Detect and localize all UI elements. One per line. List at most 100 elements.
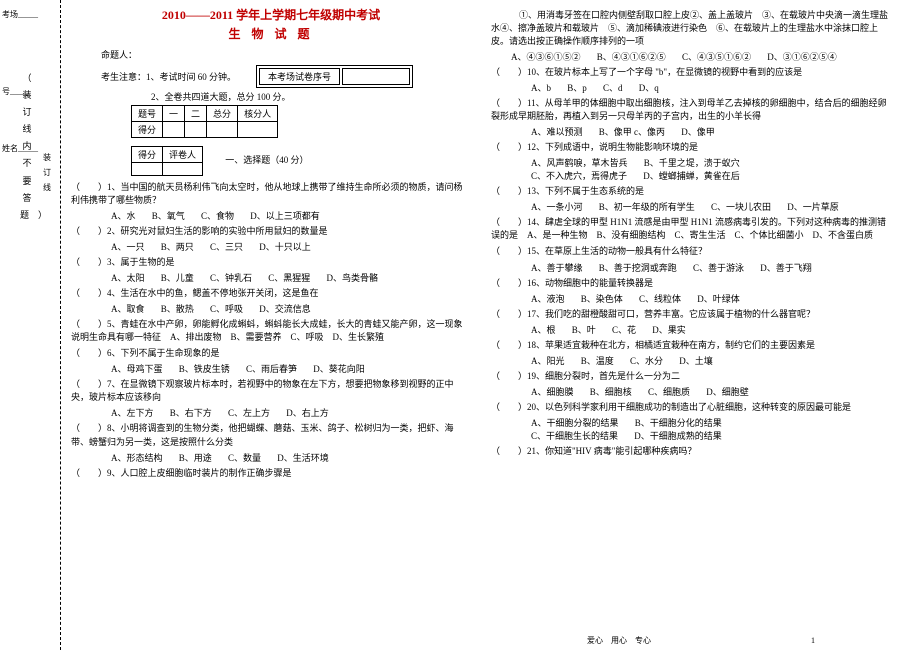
q6-opts: A、母鸡下蛋 B、铁皮生锈 C、雨后春笋 D、葵花向阳 [111, 362, 471, 375]
q20-c: C、干细胞生长的结果 [531, 431, 618, 441]
q6-b: B、铁皮生锈 [179, 364, 230, 374]
q19: （ ）19、细胞分裂时，首先是什么一分为二 [491, 370, 891, 383]
q6-a: A、母鸡下蛋 [111, 364, 163, 374]
section-1-header: 得分评卷人 一、选择题（40 分） [71, 144, 471, 178]
seq-blank [342, 68, 410, 85]
q13-c: C、一块儿农田 [711, 202, 771, 212]
notice-row-1: 考生注意：1、考试时间 60 分钟。 本考场试卷序号 [101, 65, 471, 88]
q11-opts: A、难以预测 B、像甲 c、像丙 D、像甲 [531, 125, 891, 138]
q7: （ ）7、在显微镜下观察玻片标本时，若视野中的物象在左下方，想要把物象移到视野的… [71, 378, 471, 404]
q17-d: D、果实 [652, 325, 686, 335]
q6-c: C、雨后春笋 [246, 364, 297, 374]
binding-margin: 考场_____ 号_____ 姓名_____ （ 装 订 线 内 不 要 答 题… [0, 0, 61, 650]
q7-b: B、右下方 [170, 408, 212, 418]
st-h5: 核分人 [238, 106, 278, 122]
q8-c: C、数量 [228, 453, 261, 463]
st-h4: 总分 [207, 106, 238, 122]
q13-a: A、一条小河 [531, 202, 583, 212]
q12-a: A、风声鹤唳，草木皆兵 [531, 158, 628, 168]
q9b-d: D、③①⑥②⑤④ [767, 52, 837, 62]
right-column: ①、用消毒牙签在口腔内侧壁刮取口腔上皮②、盖上盖玻片 ③、在载玻片中央滴一滴生理… [481, 0, 901, 650]
notice-2: 2、全卷共四道大题，总分 100 分。 [151, 90, 471, 103]
score-table: 题号 一 二 总分 核分人 得分 [131, 105, 278, 138]
q9: （ ）9、人口腔上皮细胞临时装片的制作正确步骤是 [71, 467, 471, 480]
sequence-box: 本考场试卷序号 [256, 65, 413, 88]
q13-d: D、一片草原 [787, 202, 839, 212]
st-h2: 一 [163, 106, 185, 122]
q13-b: B、初一年级的所有学生 [599, 202, 695, 212]
q16-opts: A、液泡 B、染色体 C、线粒体 D、叶绿体 [531, 292, 891, 305]
q2-opts: A、一只 B、两只 C、三只 D、十只以上 [111, 240, 471, 253]
q19-a: A、细胞膜 [531, 387, 574, 397]
margin-vertical-text: （ 装 订 线 内 不 要 答 题 ） [20, 70, 34, 224]
seq-label: 本考场试卷序号 [259, 68, 340, 85]
q1: （ ）1、当中国的航天员杨利伟飞向太空时，他从地球上携带了维持生命所必须的物质，… [71, 181, 471, 207]
exam-subtitle: 生 物 试 题 [71, 25, 471, 42]
q4-b: B、散热 [161, 304, 194, 314]
q9b-opts: A、④③⑥①⑤② B、④③①⑥②⑤ C、④③⑤①⑥② D、③①⑥②⑤④ [511, 50, 891, 63]
q10-c: C、d [603, 83, 623, 93]
q4-a: A、取食 [111, 304, 145, 314]
q20: （ ）20、以色列科学家利用干细胞成功的制造出了心脏细胞，这种转变的原因最可能是 [491, 401, 891, 414]
q11-b: B、像甲 c、像丙 [599, 127, 665, 137]
sb-c1: 得分 [132, 147, 163, 163]
q20-d: D、干细胞成熟的结果 [634, 431, 722, 441]
q20-opts: A、干细胞分裂的结果 B、干细胞分化的结果 C、干细胞生长的结果 D、干细胞成熟… [531, 416, 891, 442]
exam-page: 考场_____ 号_____ 姓名_____ （ 装 订 线 内 不 要 答 题… [0, 0, 920, 650]
q7-a: A、左下方 [111, 408, 154, 418]
section-1-title: 一、选择题（40 分） [225, 155, 308, 165]
q17: （ ）17、我们吃的甜橙酸甜可口，营养丰富。它应该属于植物的什么器官呢？ [491, 308, 891, 321]
sb-b2 [163, 163, 203, 176]
q10: （ ）10、在玻片标本上写了一个字母 "b"，在显微镜的视野中看到的应该是 [491, 66, 891, 79]
q21: （ ）21、你知道"HIV 病毒"能引起哪种疾病吗？ [491, 445, 891, 458]
q19-b: B、细胞核 [590, 387, 632, 397]
q3: （ ）3、属于生物的是 [71, 256, 471, 269]
q8: （ ）8、小明将调查到的生物分类，他把蝴蝶、蘑菇、玉米、鸽子、松树归为一类，把虾… [71, 422, 471, 448]
q20-a: A、干细胞分裂的结果 [531, 418, 619, 428]
q4-c: C、呼吸 [210, 304, 243, 314]
q18-b: B、温度 [581, 356, 614, 366]
q16-d: D、叶绿体 [697, 294, 740, 304]
sb-c2: 评卷人 [163, 147, 203, 163]
q9b: ①、用消毒牙签在口腔内侧壁刮取口腔上皮②、盖上盖玻片 ③、在载玻片中央滴一滴生理… [491, 9, 891, 48]
q12-d: D、螳螂捕蝉，黄雀在后 [643, 171, 740, 181]
q10-b: B、p [567, 83, 587, 93]
q1-d: D、以上三项都有 [250, 211, 320, 221]
q1-a: A、水 [111, 211, 136, 221]
left-column: 2010——2011 学年上学期七年级期中考试 生 物 试 题 命题人： 考生注… [61, 0, 481, 650]
q2-c: C、三只 [210, 242, 243, 252]
q15: （ ）15、在草原上生活的动物一般具有什么特征？ [491, 245, 891, 258]
q3-b: B、儿童 [161, 273, 194, 283]
q3-d: D、鸟类骨骼 [327, 273, 379, 283]
q4-d: D、交流信息 [259, 304, 311, 314]
q18-opts: A、阳光 B、温度 C、水分 D、土壤 [531, 354, 891, 367]
author-line: 命题人： [101, 48, 471, 61]
q11-a: A、难以预测 [531, 127, 583, 137]
q12-opts: A、风声鹤唳，草木皆兵 B、千里之堤，溃于蚁穴 C、不入虎穴，焉得虎子 D、螳螂… [531, 156, 891, 182]
q17-c: C、花 [612, 325, 636, 335]
q1-b: B、氧气 [152, 211, 185, 221]
st-h3: 二 [185, 106, 207, 122]
q18: （ ）18、苹果适宜栽种在北方，相橘适宜栽种在南方，制约它们的主要因素是 [491, 339, 891, 352]
q16-b: B、染色体 [581, 294, 623, 304]
q19-c: C、细胞质 [648, 387, 690, 397]
q6-d: D、葵花向阳 [313, 364, 365, 374]
st-b1 [163, 122, 185, 138]
q10-d: D、q [639, 83, 659, 93]
q3-c2: C、黑猩猩 [268, 273, 310, 283]
q17-opts: A、根 B、叶 C、花 D、果实 [531, 323, 891, 336]
q13-opts: A、一条小河 B、初一年级的所有学生 C、一块儿农田 D、一片草原 [531, 200, 891, 213]
q14: （ ）14、肆虐全球的甲型 H1N1 流感是由甲型 H1N1 流感病毒引发的。下… [491, 216, 891, 242]
q8-opts: A、形态结构 B、用途 C、数量 D、生活环境 [111, 451, 471, 464]
q10-a: A、b [531, 83, 551, 93]
q2-d: D、十只以上 [259, 242, 311, 252]
q15-opts: A、善于攀缘 B、善于挖洞或奔跑 C、善于游泳 D、善于飞翔 [531, 261, 891, 274]
st-b2 [185, 122, 207, 138]
exam-title: 2010——2011 学年上学期七年级期中考试 [71, 6, 471, 23]
q17-b: B、叶 [572, 325, 596, 335]
q16-c: C、线粒体 [639, 294, 681, 304]
q3-opts: A、太阳 B、儿童 C、钟乳石 C、黑猩猩 D、鸟类骨骼 [111, 271, 471, 284]
notice-1: 考生注意：1、考试时间 60 分钟。 [101, 70, 236, 83]
q8-a: A、形态结构 [111, 453, 163, 463]
st-b4 [238, 122, 278, 138]
